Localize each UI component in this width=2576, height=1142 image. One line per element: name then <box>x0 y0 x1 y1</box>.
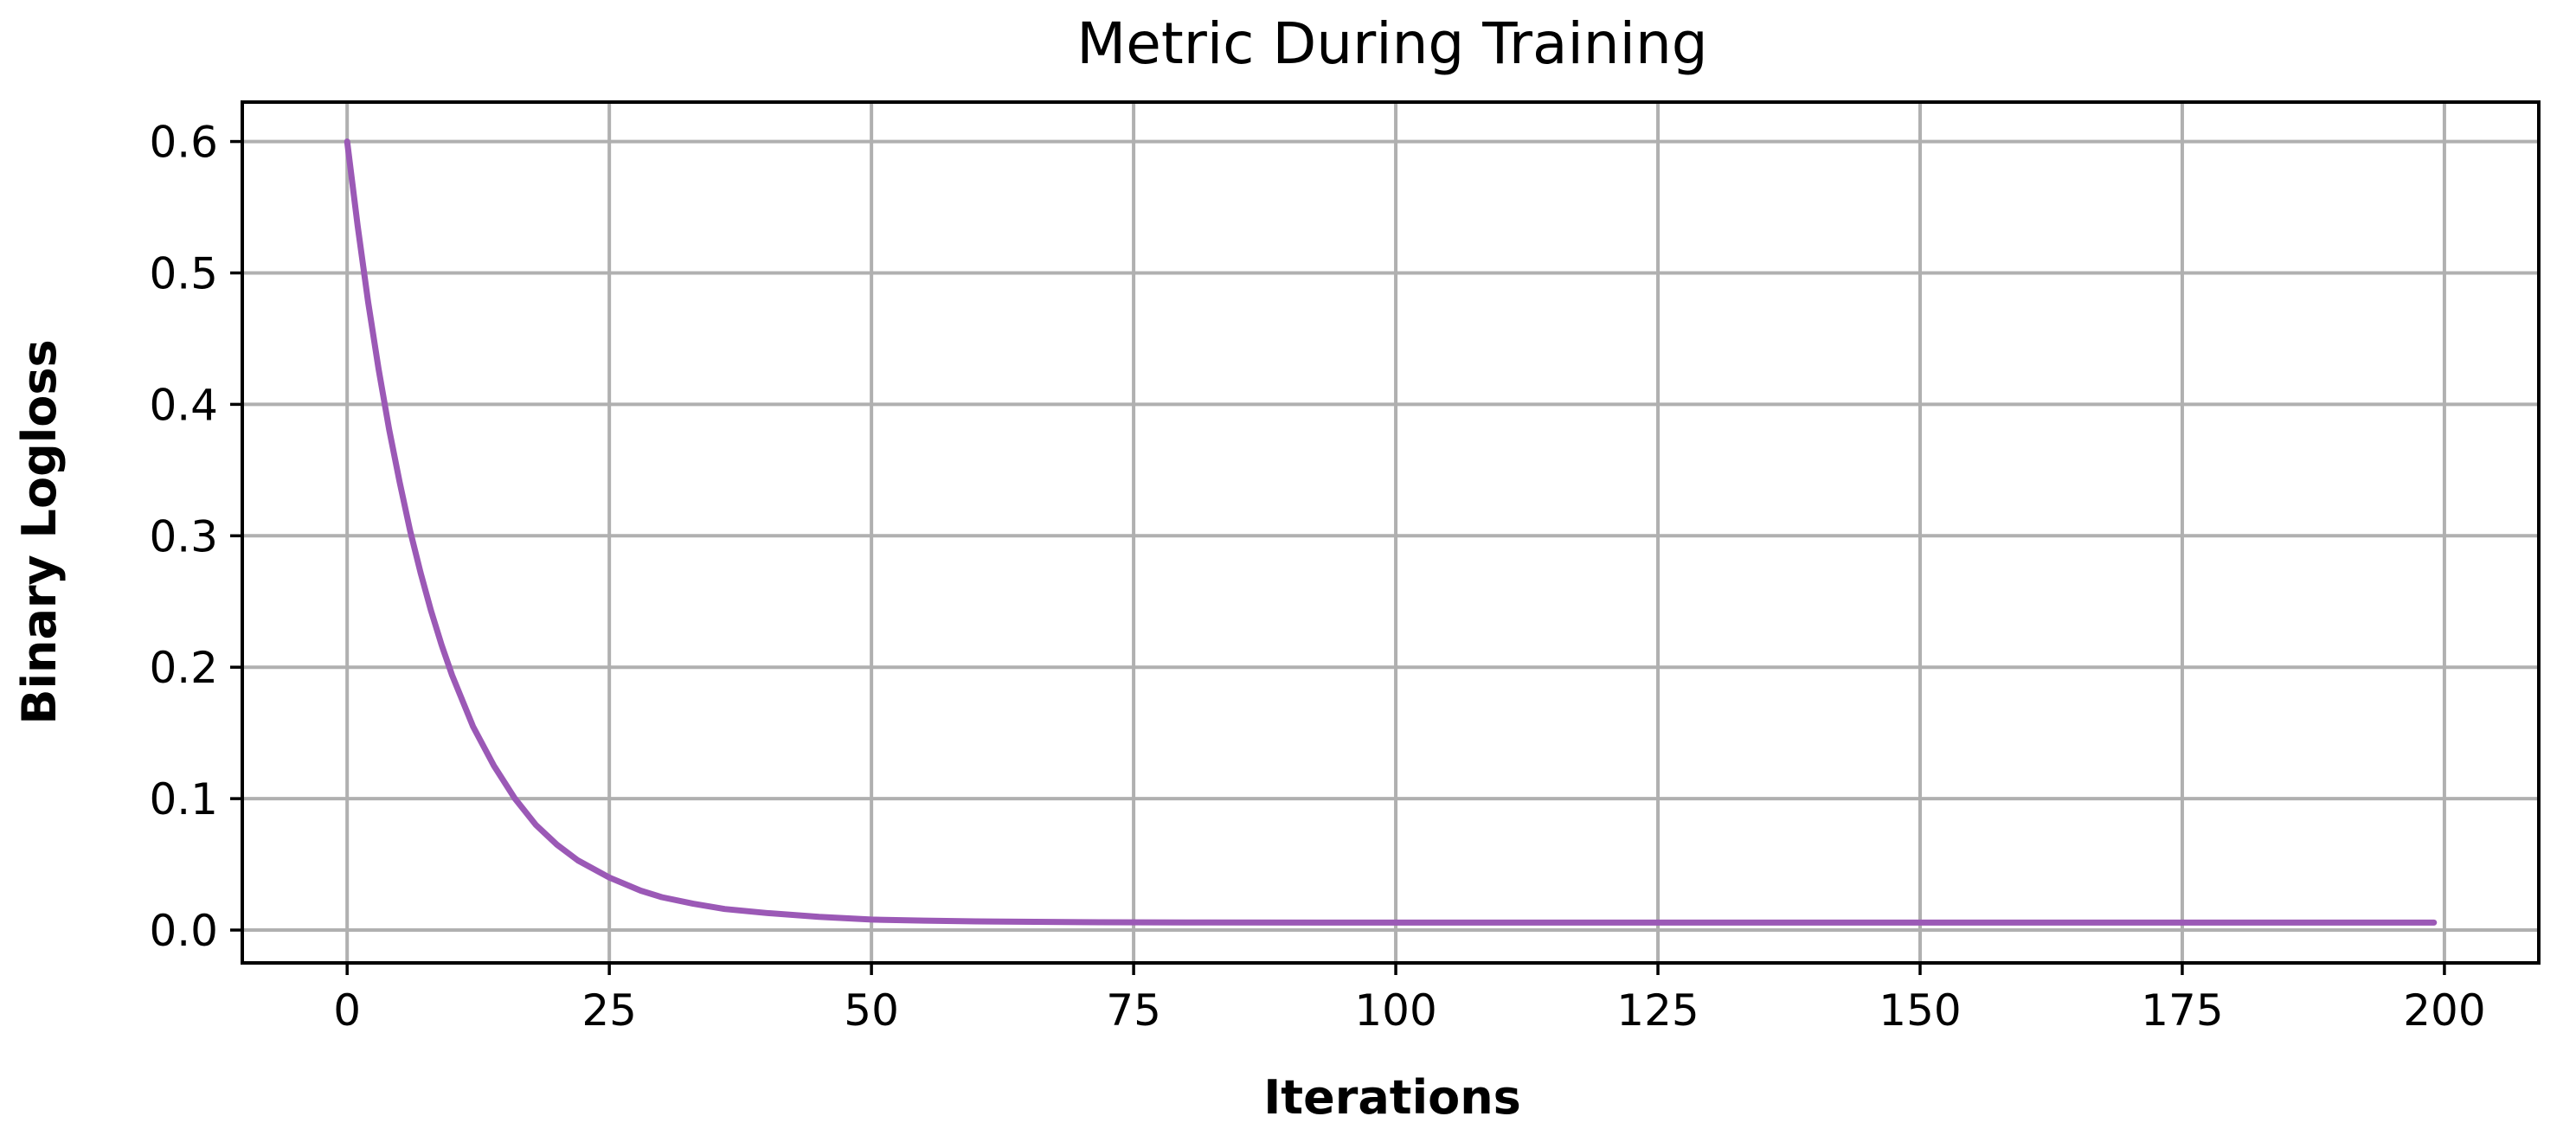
y-tick-label: 0.4 <box>149 380 218 430</box>
x-tick-label: 150 <box>1879 985 1961 1036</box>
y-tick-label: 0.3 <box>149 511 218 561</box>
x-tick-label: 125 <box>1616 985 1699 1036</box>
y-tick-label: 0.1 <box>149 774 218 824</box>
x-tick-label: 100 <box>1354 985 1436 1036</box>
x-tick-label: 25 <box>581 985 637 1036</box>
y-tick-label: 0.5 <box>149 248 218 298</box>
series-line <box>344 138 2438 926</box>
x-tick-label: 75 <box>1106 985 1161 1036</box>
grid <box>242 102 2539 963</box>
y-axis-label: Binary Logloss <box>12 339 67 724</box>
x-tick-label: 200 <box>2403 985 2485 1036</box>
x-tick-label: 50 <box>844 985 899 1036</box>
chart-title: Metric During Training <box>1076 10 1707 77</box>
plot-frame <box>241 100 2541 965</box>
x-tick-label: 0 <box>333 985 361 1036</box>
ticks: 0 25 50 75 100 125 150 175 200 0.0 0.1 0.2 0.3 0.4 0.5… <box>149 118 2485 1036</box>
series-layer <box>344 138 2438 926</box>
y-tick-label: 0.0 <box>149 906 218 956</box>
y-tick-label: 0.6 <box>149 118 218 168</box>
x-tick-label: 175 <box>2141 985 2223 1036</box>
y-tick-label: 0.2 <box>149 643 218 693</box>
x-axis-label: Iterations <box>1263 1070 1521 1125</box>
